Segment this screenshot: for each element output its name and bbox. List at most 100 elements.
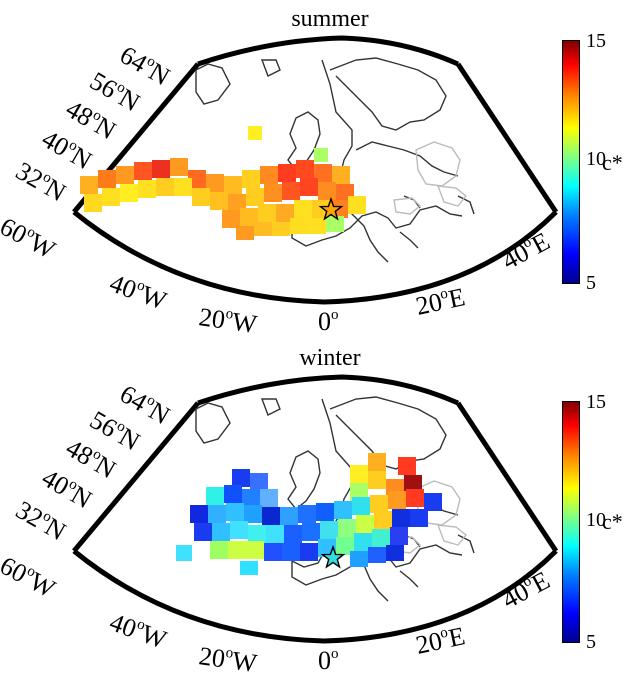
- grid-cell: [370, 495, 388, 513]
- grid-cell: [190, 505, 208, 523]
- grid-cell: [300, 178, 318, 196]
- grid-cell: [264, 543, 282, 561]
- colorbar-label: c*: [602, 150, 623, 175]
- grid-cell: [102, 188, 120, 206]
- grid-cell: [244, 505, 262, 523]
- colorbar-tick-5: 5: [586, 272, 596, 294]
- grid-cell: [352, 497, 370, 515]
- grid-cell: [262, 507, 280, 525]
- grid-cell: [224, 485, 242, 503]
- grid-cell: [272, 222, 290, 236]
- lon-label-20w: 20oW: [197, 641, 259, 677]
- map-frame-top: [197, 374, 460, 406]
- grid-cell: [264, 184, 282, 202]
- summer-panel: summer 64oN 56oN 48oN 40oN 32oN 60oW 40oW 20oW 0…: [0, 0, 640, 338]
- grid-cell: [192, 188, 210, 206]
- grid-cell: [390, 527, 408, 545]
- grid-cell: [406, 489, 424, 507]
- grid-cell: [120, 184, 138, 202]
- coastline: [195, 63, 231, 105]
- map-frame-bottom: [72, 549, 558, 644]
- grid-cell: [230, 521, 248, 539]
- grid-cell: [260, 489, 278, 507]
- grid-cell: [152, 160, 170, 178]
- grid-cell: [338, 519, 356, 537]
- grid-cell: [350, 483, 368, 501]
- grid-cell: [242, 489, 260, 507]
- lon-label-60w: 60oW: [0, 212, 60, 265]
- grid-cell: [236, 226, 254, 240]
- grid-cell: [228, 541, 246, 559]
- grid-cell: [348, 196, 366, 214]
- grid-cell: [188, 170, 206, 188]
- grid-cell: [210, 192, 228, 210]
- grid-cell: [208, 505, 226, 523]
- star-marker: [320, 544, 346, 569]
- grid-cell: [254, 222, 272, 236]
- coastline: [195, 402, 231, 444]
- grid-cell: [232, 469, 250, 487]
- coastline: [457, 534, 475, 554]
- grid-cell: [282, 543, 300, 561]
- grid-cell: [248, 126, 262, 140]
- grid-cell: [300, 543, 318, 561]
- coastline: [415, 141, 461, 187]
- lon-label-40w: 40oW: [106, 268, 171, 315]
- grid-cell: [258, 204, 276, 222]
- map-frame-right: [455, 401, 559, 553]
- coastline: [355, 141, 459, 177]
- colorbar-tick-5: 5: [586, 631, 596, 653]
- grid-cell: [134, 162, 152, 180]
- map-frame-left: [72, 401, 200, 553]
- lon-label-60w: 60oW: [0, 551, 60, 604]
- grid-cell: [206, 487, 224, 505]
- grid-cell: [404, 475, 422, 493]
- grid-cell: [266, 525, 284, 543]
- grid-cell: [318, 182, 336, 200]
- grid-cell: [246, 541, 264, 559]
- grid-cell: [368, 471, 386, 489]
- grid-cell: [372, 529, 390, 547]
- grid-cell: [116, 166, 134, 184]
- grid-cell: [336, 537, 354, 555]
- grid-cell: [302, 523, 320, 541]
- grid-cell: [374, 511, 392, 529]
- grid-cell: [80, 176, 98, 194]
- grid-cell: [386, 545, 404, 561]
- grid-cell: [298, 505, 316, 523]
- grid-cell: [424, 493, 442, 511]
- coastline: [393, 197, 422, 215]
- lon-label-40w: 40oW: [106, 607, 171, 654]
- grid-cell: [242, 170, 260, 188]
- colorbar: [562, 40, 580, 284]
- colorbar-tick-10: 10: [586, 148, 606, 170]
- lon-label-20w: 20oW: [197, 302, 259, 338]
- grid-cell: [194, 523, 212, 541]
- grid-cell: [314, 164, 332, 182]
- map-frame-bottom: [72, 210, 558, 305]
- colorbar-tick-10: 10: [586, 509, 606, 531]
- coastline: [329, 57, 447, 131]
- colorbar-tick-15: 15: [586, 391, 606, 413]
- grid-cell: [212, 523, 230, 541]
- lon-label-20e: 20oE: [413, 621, 467, 660]
- colorbar-label: c*: [602, 509, 623, 534]
- grid-cell: [388, 491, 406, 509]
- grid-cell: [176, 545, 192, 561]
- grid-cell: [282, 182, 300, 200]
- grid-cell: [84, 194, 102, 212]
- grid-cell: [354, 533, 372, 551]
- star-marker: [318, 196, 344, 221]
- grid-cell: [314, 148, 328, 162]
- map-frame-right: [455, 62, 559, 214]
- grid-cell: [308, 218, 326, 234]
- grid-cell: [174, 178, 192, 196]
- grid-cell: [228, 194, 246, 212]
- grid-cell: [156, 178, 174, 196]
- grid-cell: [138, 180, 156, 198]
- grid-cell: [316, 503, 334, 521]
- panel-title: winter: [299, 345, 361, 371]
- grid-cell: [284, 525, 302, 543]
- lat-label-32: 32oN: [11, 156, 71, 207]
